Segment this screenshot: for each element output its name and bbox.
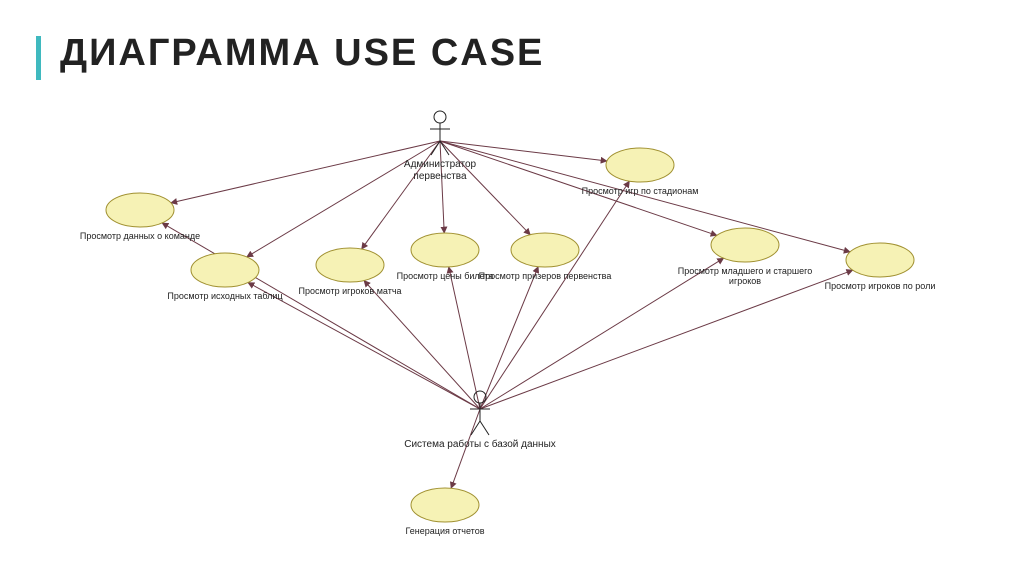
actor-label-admin: Администратор первенства: [404, 159, 476, 182]
actor-label-db: Система работы с базой данных: [404, 439, 556, 451]
usecase-label-uc_team: Просмотр данных о команде: [80, 231, 200, 241]
slide: ДИАГРАММА USE CASE Просмотр данных о ком…: [0, 0, 1024, 576]
usecase-uc_role: [846, 243, 914, 277]
usecase-label-uc_players: Просмотр игроков матча: [298, 286, 401, 296]
usecase-uc_players: [316, 248, 384, 282]
usecase-uc_age: [711, 228, 779, 262]
usecase-uc_price: [411, 233, 479, 267]
usecase-uc_report: [411, 488, 479, 522]
usecase-uc_tables: [191, 253, 259, 287]
usecase-label-uc_report: Генерация отчетов: [406, 526, 485, 536]
usecase-uc_prizers: [511, 233, 579, 267]
usecase-uc_stadium: [606, 148, 674, 182]
usecase-label-uc_age: Просмотр младшего и старшего игроков: [678, 266, 813, 287]
usecase-label-uc_prizers: Просмотр призеров первенства: [479, 271, 612, 281]
usecase-uc_team: [106, 193, 174, 227]
usecase-label-uc_role: Просмотр игроков по роли: [825, 281, 936, 291]
usecase-label-uc_tables: Просмотр исходных таблиц: [167, 291, 282, 301]
usecase-label-uc_stadium: Просмотр игр по стадионам: [582, 186, 699, 196]
